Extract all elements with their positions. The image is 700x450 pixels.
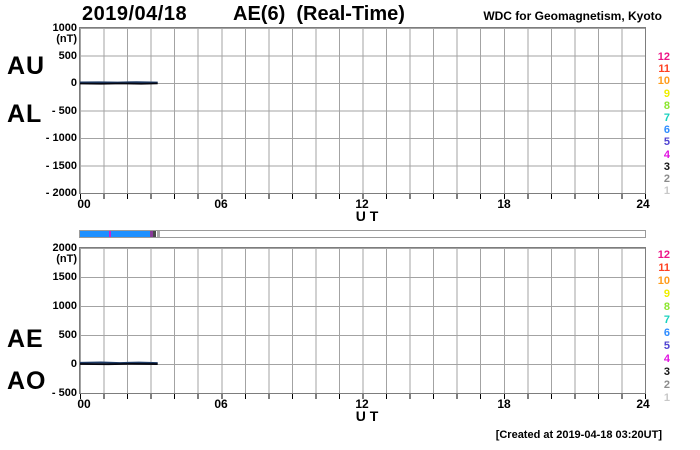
x-axis-label-ut: U T [355, 408, 379, 424]
y-tick-label: 2000 [52, 242, 77, 254]
y-tick-label: - 1000 [45, 132, 77, 144]
x-tick-label: 00 [77, 197, 91, 211]
legend-number: 3 [663, 366, 670, 378]
legend-number: 10 [657, 75, 670, 88]
top-data-lines [79, 81, 158, 85]
x-tick-label: 24 [636, 197, 650, 211]
progress-segment [150, 231, 154, 237]
x-tick-label: 12 [355, 197, 369, 211]
x-tick-label: 18 [497, 197, 511, 211]
top-hour-ticks [80, 194, 646, 199]
y-tick-label: 1000 [52, 300, 77, 312]
station-count-legend-bottom: 12 11 10 9 8 7 6 5 4 3 2 1 [644, 249, 670, 405]
x-tick-label: 24 [636, 397, 650, 411]
progress-segment [80, 231, 110, 237]
legend-number: 8 [663, 301, 670, 313]
bottom-data-lines [79, 361, 158, 366]
y-tick-label: 1500 [52, 271, 77, 283]
progress-segment [109, 231, 112, 237]
label-ae: AE [7, 325, 44, 353]
x-tick-label: 18 [497, 397, 511, 411]
legend-number: 10 [657, 275, 670, 287]
legend-number: 4 [663, 148, 670, 161]
plot-title: AE(6) (Real-Time) [233, 3, 405, 25]
y-tick-label: 0 [70, 77, 77, 89]
top-plot-area [79, 27, 646, 194]
legend-number: 11 [658, 63, 670, 76]
bottom-plot-area [79, 247, 646, 394]
station-count-legend-top: 12 11 10 9 8 7 6 5 4 3 2 1 [644, 51, 670, 197]
y-tick-label: - 500 [51, 104, 77, 117]
y-tick-label: - 2000 [45, 187, 77, 199]
label-au: AU [7, 52, 46, 80]
x-tick-label: 06 [214, 397, 228, 411]
progress-bar [79, 230, 646, 238]
y-tick-label: 500 [58, 329, 77, 341]
legend-number: 8 [663, 99, 670, 112]
legend-number: 9 [663, 288, 670, 300]
legend-number: 5 [663, 136, 670, 149]
legend-number: 7 [663, 314, 670, 326]
created-timestamp: [Created at 2019-04-18 03:20UT] [495, 429, 662, 441]
progress-segment [156, 231, 160, 237]
x-axis-label-ut: U T [355, 208, 379, 224]
x-tick-label: 12 [355, 397, 369, 411]
label-ao: AO [7, 367, 47, 395]
y-axis-unit: (nT) [56, 253, 77, 265]
legend-number: 1 [663, 185, 670, 198]
legend-number: 7 [663, 111, 670, 124]
y-tick-label: - 500 [51, 387, 77, 399]
legend-number: 6 [663, 124, 670, 137]
wdc-credit: WDC for Geomagnetism, Kyoto [483, 9, 662, 23]
legend-number: 2 [663, 379, 670, 391]
legend-number: 2 [663, 172, 670, 185]
legend-number: 6 [663, 327, 670, 339]
x-tick-label: 00 [77, 397, 91, 411]
y-tick-label: 500 [58, 49, 77, 62]
legend-number: 12 [657, 51, 670, 63]
legend-number: 3 [663, 160, 670, 173]
legend-number: 1 [663, 392, 670, 404]
label-al: AL [7, 100, 43, 128]
legend-number: 11 [658, 262, 670, 274]
progress-segment [153, 231, 157, 237]
legend-number: 12 [657, 249, 670, 261]
y-tick-label: - 1500 [45, 159, 77, 172]
legend-number: 4 [663, 353, 670, 365]
y-axis-unit: (nT) [56, 33, 77, 45]
plot-date: 2019/04/18 [82, 3, 188, 25]
progress-segment [111, 231, 151, 237]
x-tick-label: 06 [214, 197, 228, 211]
legend-number: 5 [663, 340, 670, 352]
y-tick-label: 1000 [52, 22, 77, 34]
data-line-ae [79, 361, 158, 364]
y-tick-label: 0 [70, 358, 77, 370]
bottom-hour-ticks [80, 394, 646, 399]
legend-number: 9 [663, 87, 670, 100]
